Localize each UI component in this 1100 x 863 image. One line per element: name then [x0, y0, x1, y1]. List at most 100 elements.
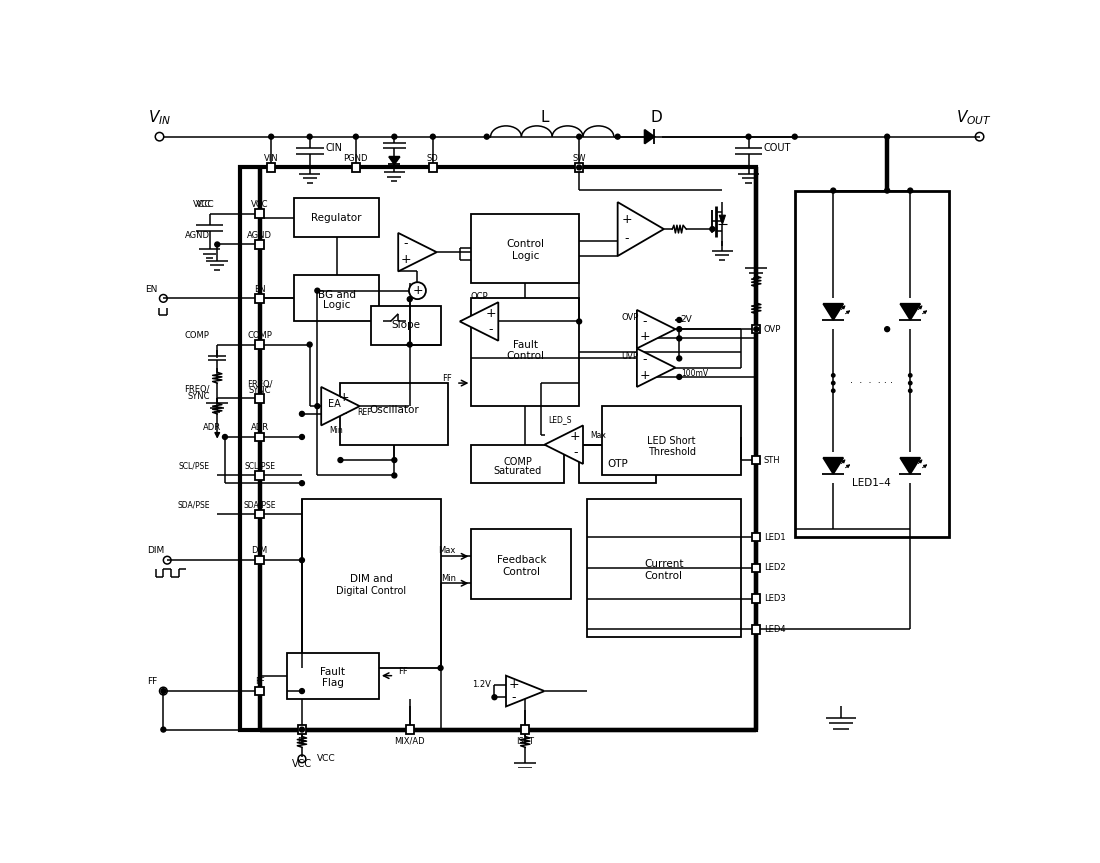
Circle shape: [338, 457, 343, 463]
Text: FF: FF: [398, 667, 408, 677]
Bar: [472, 214, 580, 283]
Polygon shape: [900, 304, 921, 320]
Text: Saturated: Saturated: [494, 466, 541, 476]
Circle shape: [430, 135, 436, 139]
Bar: [752, 532, 760, 541]
Text: ADR: ADR: [251, 423, 268, 432]
Circle shape: [909, 381, 912, 385]
Circle shape: [676, 318, 682, 323]
Bar: [295, 198, 378, 236]
Bar: [794, 191, 948, 537]
Text: -: -: [573, 446, 578, 459]
Text: -: -: [404, 237, 408, 250]
Bar: [267, 163, 275, 172]
Bar: [521, 725, 529, 734]
Circle shape: [576, 319, 582, 324]
Text: LED_S: LED_S: [548, 415, 572, 425]
Text: EN: EN: [145, 285, 158, 293]
Circle shape: [307, 135, 312, 139]
Text: +: +: [400, 254, 411, 267]
Circle shape: [615, 135, 620, 139]
Text: -: -: [642, 354, 647, 367]
Circle shape: [214, 242, 220, 247]
Text: LED2: LED2: [763, 564, 785, 572]
Circle shape: [392, 457, 397, 463]
Polygon shape: [823, 457, 844, 474]
Text: 1.2V: 1.2V: [472, 680, 491, 690]
Text: Oscillator: Oscillator: [370, 405, 419, 415]
Bar: [352, 163, 360, 172]
Circle shape: [484, 135, 490, 139]
Polygon shape: [637, 310, 675, 349]
Text: Logic: Logic: [512, 251, 539, 261]
Polygon shape: [618, 202, 664, 256]
Text: DIM: DIM: [147, 546, 164, 556]
Bar: [406, 725, 414, 734]
Text: VCC: VCC: [192, 200, 211, 209]
Circle shape: [832, 389, 835, 393]
Text: FREQ/: FREQ/: [246, 380, 273, 389]
Text: ISET: ISET: [516, 737, 535, 746]
Circle shape: [392, 135, 397, 139]
Polygon shape: [900, 457, 921, 474]
Bar: [472, 299, 580, 406]
Text: Slope: Slope: [392, 320, 420, 331]
Text: FF: FF: [297, 737, 307, 746]
Text: Fault: Fault: [320, 667, 345, 677]
Bar: [752, 595, 760, 603]
Polygon shape: [389, 157, 399, 164]
Bar: [255, 394, 264, 403]
Circle shape: [792, 135, 798, 139]
Text: Current: Current: [645, 559, 683, 569]
Text: VIN: VIN: [264, 154, 278, 163]
Text: Control: Control: [645, 570, 683, 581]
Circle shape: [830, 188, 836, 193]
Text: EN: EN: [254, 285, 265, 293]
Polygon shape: [506, 676, 544, 707]
Bar: [603, 406, 741, 476]
Bar: [472, 529, 572, 599]
Text: +: +: [639, 331, 650, 343]
Circle shape: [222, 434, 228, 439]
Text: COMP: COMP: [503, 457, 532, 467]
Text: +: +: [621, 213, 632, 226]
Text: -: -: [488, 323, 493, 336]
Circle shape: [754, 327, 759, 331]
Text: BG and: BG and: [318, 289, 355, 299]
Bar: [472, 444, 563, 483]
Bar: [341, 383, 449, 444]
Bar: [752, 456, 760, 464]
Circle shape: [392, 473, 397, 478]
Text: SYNC: SYNC: [187, 393, 209, 401]
Text: COUT: COUT: [763, 143, 791, 154]
Text: +: +: [639, 369, 650, 381]
Text: SD: SD: [427, 154, 439, 163]
Circle shape: [832, 381, 835, 385]
Text: -: -: [342, 407, 346, 420]
Text: COMP: COMP: [248, 331, 272, 340]
Text: -: -: [512, 690, 516, 703]
Text: CIN: CIN: [326, 143, 342, 154]
Text: VCC: VCC: [292, 759, 312, 769]
Text: AGND: AGND: [248, 230, 272, 240]
Circle shape: [307, 342, 312, 347]
Text: Control: Control: [506, 351, 544, 361]
Text: SDA/PSE: SDA/PSE: [243, 501, 276, 509]
Circle shape: [884, 327, 890, 331]
Text: LED4: LED4: [763, 625, 785, 634]
Text: D: D: [650, 110, 662, 125]
Circle shape: [161, 728, 166, 732]
Bar: [255, 556, 264, 564]
Bar: [752, 564, 760, 572]
Bar: [286, 652, 378, 699]
Circle shape: [299, 434, 305, 439]
Text: +: +: [485, 307, 496, 320]
Polygon shape: [637, 349, 675, 387]
Text: MIX/AD: MIX/AD: [395, 737, 425, 746]
Polygon shape: [645, 129, 654, 143]
Text: Threshold: Threshold: [648, 447, 695, 457]
Text: SDA/PSE: SDA/PSE: [177, 501, 209, 509]
Bar: [255, 471, 264, 480]
Bar: [752, 625, 760, 633]
Bar: [587, 499, 741, 637]
